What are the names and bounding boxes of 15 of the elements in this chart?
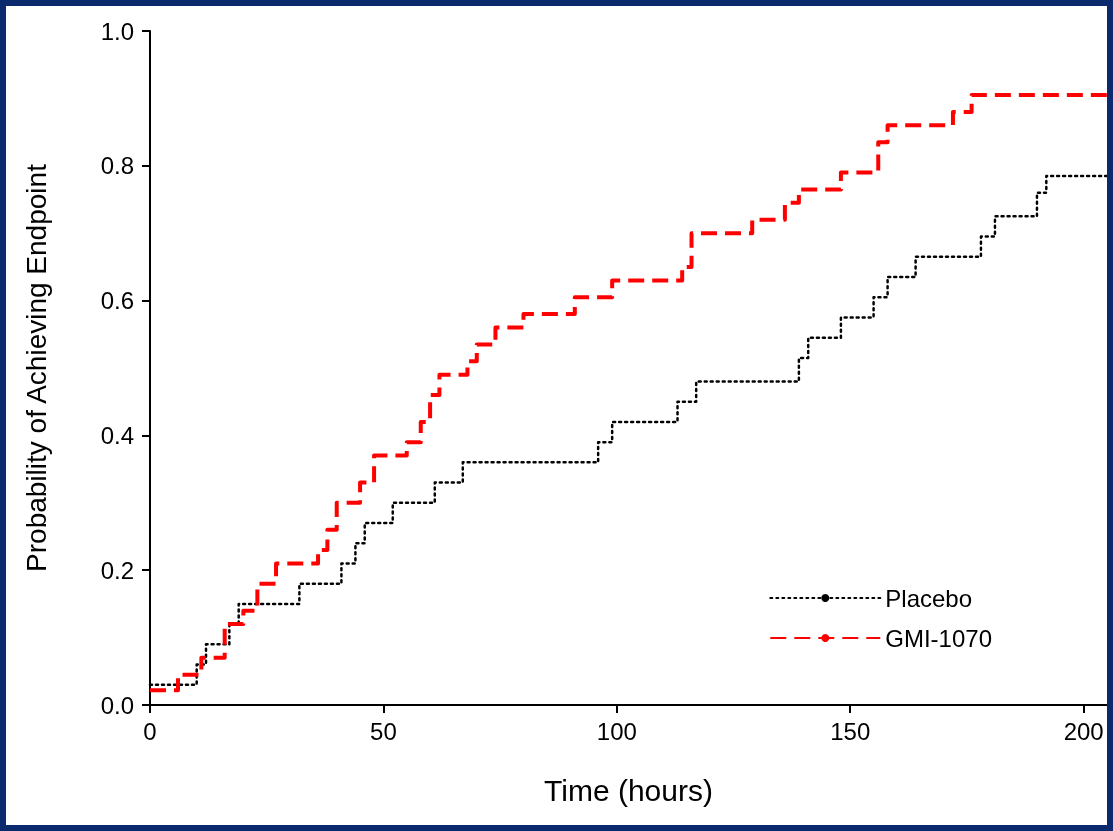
x-tick-label: 50	[370, 717, 397, 745]
y-tick-label: 1.0	[100, 17, 134, 45]
x-tick-label: 150	[830, 717, 871, 745]
y-tick-label: 0.2	[100, 556, 134, 584]
x-tick-label: 0	[143, 717, 157, 745]
x-tick-label: 100	[596, 717, 637, 745]
y-tick-label: 0.0	[100, 691, 134, 719]
x-tick-label: 200	[1063, 717, 1104, 745]
y-axis-title: Probability of Achieving Endpoint	[20, 163, 52, 572]
y-tick-label: 0.8	[100, 152, 134, 180]
y-tick-label: 0.4	[100, 421, 134, 449]
x-axis-title: Time (hours)	[544, 773, 713, 807]
y-tick-label: 0.6	[100, 287, 134, 315]
legend-label: GMI-1070	[885, 624, 993, 652]
legend-label: Placebo	[885, 584, 973, 612]
